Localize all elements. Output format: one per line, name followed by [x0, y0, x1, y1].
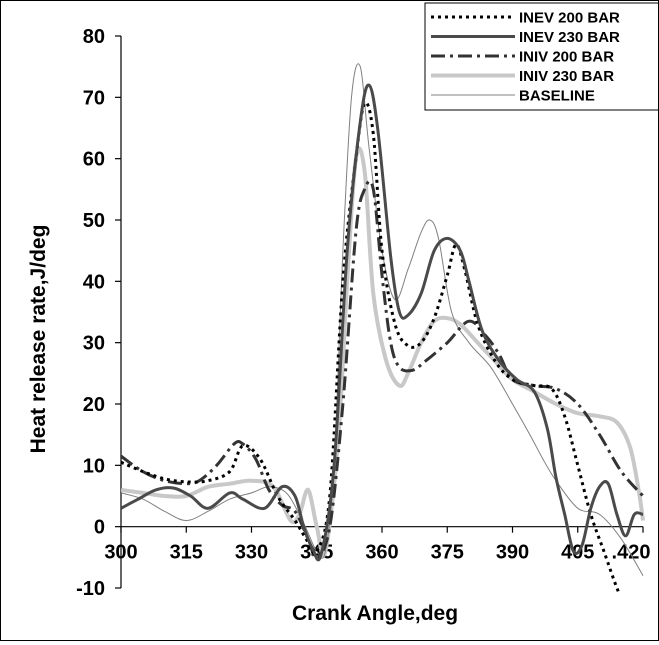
y-tick-label: 40 [83, 271, 105, 293]
legend-label: INEV 200 BAR [519, 10, 620, 27]
legend-label: BASELINE [519, 88, 595, 105]
legend-label: INIV 230 BAR [519, 68, 614, 85]
x-tick-label: 300 [104, 542, 137, 564]
series-line-iniv-230-bar [121, 146, 645, 558]
series-line-inev-230-bar [121, 83, 644, 562]
y-tick-label: 0 [94, 517, 105, 539]
x-tick-label: 315 [170, 542, 203, 564]
series-line-inev-200-bar [121, 101, 621, 593]
y-tick-label: -10 [76, 578, 105, 600]
y-tick-label: 70 [83, 87, 105, 109]
x-tick-label: 390 [496, 542, 529, 564]
y-tick-label: 10 [83, 455, 105, 477]
y-tick-label: 60 [83, 149, 105, 171]
x-tick-label: .420 [612, 542, 651, 564]
y-axis-title: Heat release rate,J/deg [27, 225, 50, 454]
legend: INEV 200 BAR INEV 230 BAR INIV 200 BAR INIV… [424, 2, 659, 111]
x-axis-title: Crank Angle,deg [292, 602, 458, 625]
x-tick-label: 330 [235, 542, 268, 564]
y-tick-label: 80 [83, 26, 105, 48]
y-tick-label: 20 [83, 394, 105, 416]
series-line-baseline [121, 63, 644, 576]
x-tick-label: 360 [365, 542, 398, 564]
y-tick-label: 30 [83, 333, 105, 355]
legend-label: INIV 200 BAR [519, 49, 614, 66]
y-tick-label: 50 [83, 210, 105, 232]
x-tick-label: 375 [431, 542, 464, 564]
legend-label: INEV 230 BAR [519, 29, 620, 46]
